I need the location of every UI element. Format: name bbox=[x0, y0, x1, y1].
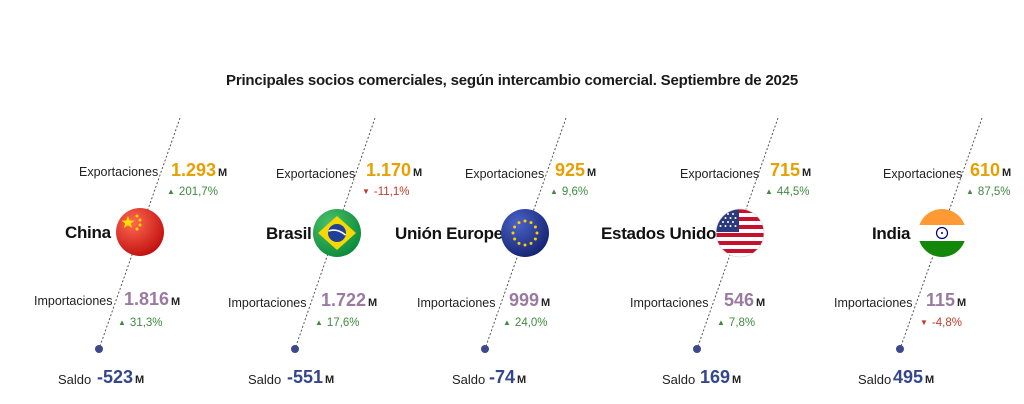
exports-change: ▲ 9,6% bbox=[550, 186, 589, 198]
country-name: Estados Unidos bbox=[601, 224, 726, 243]
exports-value: 1.293 M bbox=[171, 160, 228, 180]
imports-label: Importaciones bbox=[417, 296, 496, 310]
imports-change: ▲ 7,8% bbox=[717, 317, 756, 329]
exports-value: 715 M bbox=[770, 160, 812, 180]
exports-value: 1.170 M bbox=[366, 160, 423, 180]
balance-value: -551 M bbox=[287, 367, 335, 387]
exports-value: 610 M bbox=[970, 160, 1012, 180]
imports-label: Importaciones bbox=[228, 296, 307, 310]
imports-label: Importaciones bbox=[34, 294, 113, 308]
balance-label: Saldo bbox=[58, 372, 92, 387]
balance-dot-usa bbox=[693, 345, 701, 353]
balance-dot-ue bbox=[481, 345, 489, 353]
imports-label: Importaciones bbox=[834, 296, 913, 310]
exports-label: Exportaciones bbox=[680, 167, 760, 181]
country-name: Brasil bbox=[266, 224, 312, 243]
imports-change: ▲ 24,0% bbox=[503, 317, 548, 329]
exports-value: 925 M bbox=[555, 160, 597, 180]
imports-label: Importaciones bbox=[630, 296, 709, 310]
exports-change: ▲ 44,5% bbox=[765, 186, 810, 198]
exports-change: ▲ 201,7% bbox=[167, 186, 218, 198]
balance-label: Saldo bbox=[662, 372, 696, 387]
balance-label: Saldo bbox=[452, 372, 486, 387]
exports-change: ▼ -11,1% bbox=[362, 186, 410, 198]
imports-value: 1.722 M bbox=[321, 290, 378, 310]
balance-value: -74 M bbox=[489, 367, 527, 387]
connector-line-brasil bbox=[294, 117, 376, 350]
exports-label: Exportaciones bbox=[79, 165, 159, 179]
china-flag-icon bbox=[116, 208, 164, 256]
country-name: Unión Europea bbox=[395, 224, 512, 243]
connector-line-china bbox=[98, 117, 181, 350]
imports-value: 1.816 M bbox=[124, 289, 181, 309]
imports-value: 546 M bbox=[724, 290, 766, 310]
imports-value: 115 M bbox=[926, 290, 967, 310]
imports-change: ▼ -4,8% bbox=[920, 317, 962, 329]
eu-flag-icon bbox=[501, 209, 549, 257]
exports-label: Exportaciones bbox=[883, 167, 963, 181]
connector-line-ue bbox=[484, 117, 567, 350]
chart-title: Principales socios comerciales, según in… bbox=[226, 72, 798, 89]
country-name: India bbox=[872, 224, 911, 243]
exports-label: Exportaciones bbox=[465, 167, 545, 181]
balance-label: Saldo bbox=[248, 372, 282, 387]
brazil-flag-icon bbox=[313, 209, 361, 257]
balance-value: 169 M bbox=[700, 367, 742, 387]
balance-value: -523 M bbox=[97, 367, 145, 387]
country-name: China bbox=[65, 223, 111, 242]
connector-line-usa bbox=[696, 117, 779, 350]
balance-dot-china bbox=[95, 345, 103, 353]
imports-change: ▲ 17,6% bbox=[315, 317, 360, 329]
exports-change: ▲ 87,5% bbox=[966, 186, 1011, 198]
balance-dot-india bbox=[896, 345, 904, 353]
balance-label: Saldo bbox=[858, 372, 892, 387]
exports-label: Exportaciones bbox=[276, 167, 356, 181]
imports-change: ▲ 31,3% bbox=[118, 317, 163, 329]
usa-flag-icon bbox=[715, 208, 765, 258]
balance-value: 495 M bbox=[893, 367, 935, 387]
india-flag-icon bbox=[918, 209, 966, 257]
balance-dot-brasil bbox=[291, 345, 299, 353]
imports-value: 999 M bbox=[509, 290, 551, 310]
connector-line-india bbox=[899, 117, 983, 350]
